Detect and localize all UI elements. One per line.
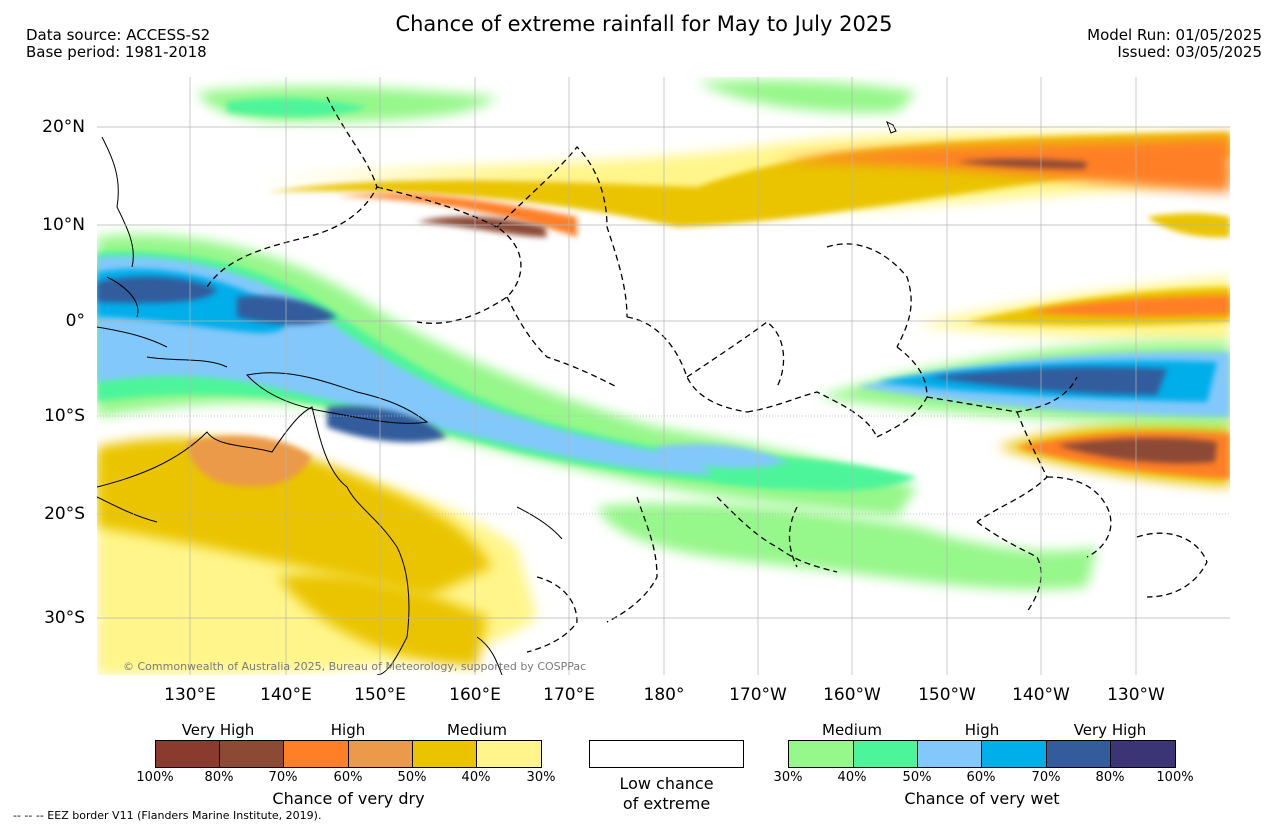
wet-swatch (918, 741, 982, 767)
wet-swatch (1111, 741, 1175, 767)
map-canvas (97, 77, 1230, 675)
dry-swatch (477, 741, 541, 767)
rainfall-map (97, 77, 1230, 675)
lon-label-160e: 160°E (449, 685, 501, 705)
dry-band-north (247, 132, 1230, 238)
graticule (97, 77, 1230, 675)
low-chance-line1: Low chance (619, 774, 714, 793)
wet-category-very-high: Very High (1073, 721, 1147, 739)
base-period: Base period: 1981-2018 (26, 43, 207, 61)
wet-tick: 50% (902, 770, 932, 785)
lon-label-150w: 150°W (918, 685, 976, 705)
wet-scale-title: Chance of very wet (904, 789, 1060, 808)
dry-category-very-high: Very High (181, 721, 255, 739)
low-chance-line2: of extreme (622, 794, 711, 813)
lat-label-20s: 20°S (44, 504, 85, 524)
dry-swatch (156, 741, 220, 767)
wet-tick: 80% (1095, 770, 1125, 785)
wet-tick: 30% (773, 770, 803, 785)
dry-category-medium: Medium (447, 721, 507, 739)
lon-label-170e: 170°E (543, 685, 595, 705)
lon-label-150e: 150°E (354, 685, 406, 705)
wet-tick: 40% (837, 770, 867, 785)
wet-tick: 60% (966, 770, 996, 785)
dry-tick: 70% (268, 770, 298, 785)
lon-label-160w: 160°W (823, 685, 881, 705)
lat-label-10n: 10°N (42, 215, 85, 235)
lon-label-180: 180° (643, 685, 685, 705)
lat-label-30s: 30°S (44, 608, 85, 628)
data-source: Data source: ACCESS-S2 (26, 26, 211, 44)
lat-label-20n: 20°N (42, 117, 85, 137)
copyright-notice: © Commonwealth of Australia 2025, Bureau… (123, 660, 587, 673)
model-run: Model Run: 01/05/2025 (1087, 26, 1262, 44)
coastlines (97, 120, 897, 675)
lon-label-140e: 140°E (260, 685, 312, 705)
dry-tick: 80% (204, 770, 234, 785)
data-info: Data source: ACCESS-S2 Base period: 1981… (26, 27, 210, 61)
issued-date: Issued: 03/05/2025 (1117, 43, 1262, 61)
dry-band-equatorial-east (917, 277, 1230, 342)
dry-tick: 30% (526, 770, 556, 785)
wet-tick: 100% (1156, 770, 1194, 785)
lon-label-130w: 130°W (1107, 685, 1165, 705)
dry-swatch (349, 741, 413, 767)
dry-tick: 100% (136, 770, 174, 785)
run-info: Model Run: 01/05/2025 Issued: 03/05/2025 (1087, 27, 1262, 61)
dry-band-southeast (997, 420, 1230, 487)
wet-colorbar (788, 740, 1176, 768)
wet-category-medium: Medium (822, 721, 882, 739)
rainfall-shading (97, 80, 1230, 675)
eez-borders (206, 96, 1208, 653)
eez-footnote: -- -- -- EEZ border V11 (Flanders Marine… (13, 809, 322, 822)
low-chance-swatch (589, 740, 744, 768)
dry-swatch (220, 741, 284, 767)
dry-scale-title: Chance of very dry (272, 789, 425, 808)
lat-label-10s: 10°S (44, 406, 85, 426)
wet-swatch (854, 741, 918, 767)
dry-swatch (284, 741, 349, 767)
lon-label-130e: 130°E (164, 685, 216, 705)
dry-australia (97, 435, 537, 675)
dry-tick: 40% (461, 770, 491, 785)
dry-swatch (413, 741, 477, 767)
dry-tick: 50% (397, 770, 427, 785)
wet-category-high: High (964, 721, 1000, 739)
lat-label-0: 0° (65, 311, 85, 331)
wet-band-central-pacific (817, 341, 1230, 427)
wet-patches-north (197, 80, 917, 122)
lon-label-170w: 170°W (729, 685, 787, 705)
dry-tick: 60% (333, 770, 363, 785)
wet-swatch (789, 741, 854, 767)
low-chance-label: Low chance of extreme (589, 774, 744, 814)
wet-swatch (1047, 741, 1111, 767)
lon-label-140w: 140°W (1012, 685, 1070, 705)
wet-swatch (982, 741, 1047, 767)
wet-patches-south (597, 443, 1097, 590)
wet-tick: 70% (1031, 770, 1061, 785)
map-title: Chance of extreme rainfall for May to Ju… (395, 12, 893, 36)
dry-colorbar (155, 740, 542, 768)
dry-category-high: High (330, 721, 366, 739)
